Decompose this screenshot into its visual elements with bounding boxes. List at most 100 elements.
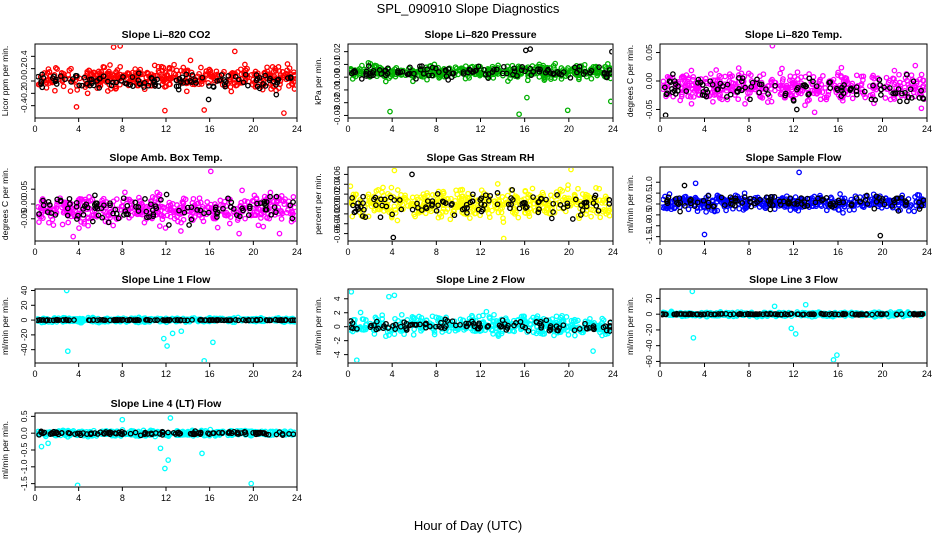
data-point — [694, 208, 701, 215]
data-point — [183, 88, 190, 95]
data-point — [469, 198, 476, 205]
data-point — [588, 75, 595, 82]
data-point — [38, 317, 45, 323]
data-point — [571, 327, 578, 334]
data-point — [392, 315, 398, 322]
data-point — [917, 76, 923, 83]
y-axis-label: ml/min per min. — [0, 297, 10, 355]
y-tick-label: 1.0 — [644, 176, 654, 188]
data-point — [260, 223, 267, 230]
data-point — [361, 206, 367, 213]
data-point — [115, 215, 122, 222]
data-point — [690, 94, 697, 100]
data-point — [262, 83, 269, 89]
data-point — [278, 317, 284, 324]
data-point — [605, 209, 611, 216]
data-point — [198, 81, 205, 87]
data-point — [739, 200, 746, 206]
data-point — [441, 325, 448, 331]
data-point — [118, 203, 125, 210]
data-point — [910, 89, 917, 96]
data-point — [802, 102, 808, 109]
data-points — [349, 168, 612, 240]
data-point — [878, 86, 884, 93]
data-point — [117, 45, 124, 49]
y-axis-label: degrees C per min. — [625, 45, 635, 117]
data-point — [495, 192, 502, 199]
data-point — [884, 197, 891, 204]
data-point — [214, 214, 220, 220]
data-point — [757, 73, 763, 80]
data-point — [74, 216, 80, 222]
data-point — [601, 69, 608, 76]
data-point — [861, 88, 868, 95]
data-point — [262, 72, 269, 79]
data-point — [427, 323, 433, 330]
data-point — [910, 86, 917, 93]
data-point — [764, 99, 771, 105]
data-point — [381, 196, 388, 203]
x-tick-label: 8 — [746, 369, 751, 379]
data-point — [73, 104, 80, 110]
data-point — [63, 290, 70, 294]
y-tick-label: 0.00 — [332, 195, 342, 212]
data-point — [149, 194, 156, 200]
data-point — [349, 195, 355, 201]
data-point — [177, 317, 184, 324]
data-point — [349, 183, 354, 190]
data-point — [171, 61, 177, 68]
y-tick-label: 0.02 — [332, 43, 342, 60]
data-point — [263, 206, 270, 213]
data-point — [351, 209, 358, 216]
data-point — [799, 204, 806, 210]
data-point — [801, 82, 808, 88]
data-point — [379, 202, 386, 209]
y-tick-label: -0.02 — [332, 204, 342, 224]
data-point — [226, 220, 233, 227]
data-point — [512, 193, 519, 200]
data-point — [716, 78, 723, 85]
data-point — [920, 77, 926, 84]
y-tick-label: 0 — [332, 324, 342, 329]
y-tick-label: -4 — [332, 351, 342, 359]
y-tick-label: 0.0 — [644, 198, 654, 210]
data-point — [358, 76, 365, 82]
x-tick-label: 4 — [390, 369, 395, 379]
data-point — [579, 207, 586, 214]
data-point — [273, 193, 280, 200]
data-point — [67, 88, 74, 94]
data-point — [700, 197, 707, 204]
data-point — [522, 188, 529, 195]
data-point — [70, 233, 77, 240]
data-point — [489, 327, 496, 334]
data-point — [553, 313, 560, 320]
data-point — [489, 69, 496, 75]
data-point — [409, 171, 415, 178]
data-point — [355, 206, 362, 212]
y-axis-label: percent per min. — [313, 173, 323, 234]
data-point — [745, 90, 751, 96]
data-point — [524, 329, 531, 335]
data-point — [768, 194, 774, 200]
data-point — [819, 89, 826, 95]
data-point — [284, 75, 291, 81]
data-point — [365, 213, 372, 220]
data-point — [876, 76, 883, 83]
data-point — [242, 61, 248, 68]
data-point — [141, 219, 148, 226]
data-point — [136, 194, 142, 201]
data-point — [78, 219, 84, 225]
data-point — [810, 78, 816, 85]
data-point — [590, 207, 596, 214]
data-point — [350, 325, 356, 332]
data-point — [705, 199, 712, 206]
x-tick-label: 8 — [120, 247, 125, 257]
data-point — [899, 90, 905, 97]
data-point — [373, 202, 379, 208]
data-point — [579, 191, 586, 197]
data-point — [397, 323, 404, 330]
x-tick-label: 20 — [248, 369, 258, 379]
data-point — [490, 75, 497, 81]
data-point — [911, 208, 918, 215]
